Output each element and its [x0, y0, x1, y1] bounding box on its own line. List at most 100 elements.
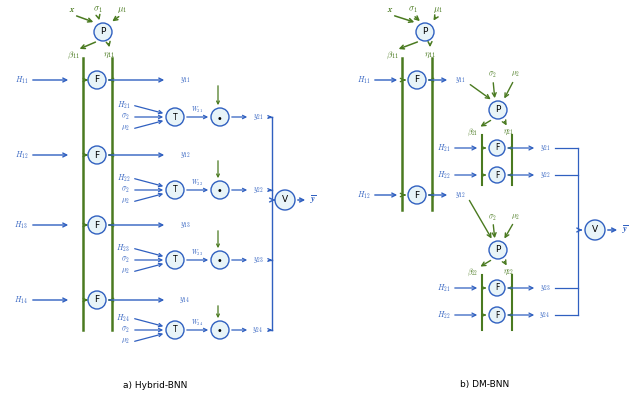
Text: F: F — [495, 310, 499, 320]
Text: $H_{21}$: $H_{21}$ — [436, 282, 450, 294]
Text: $\boldsymbol{y_{22}}$: $\boldsymbol{y_{22}}$ — [540, 170, 550, 180]
Circle shape — [211, 251, 229, 269]
Text: b) DM-BNN: b) DM-BNN — [460, 381, 509, 390]
Text: $\boldsymbol{x}$: $\boldsymbol{x}$ — [68, 6, 76, 15]
Text: $\mu_2$: $\mu_2$ — [511, 70, 520, 80]
Text: $H_{21}$: $H_{21}$ — [436, 142, 450, 154]
Circle shape — [166, 251, 184, 269]
Text: T: T — [173, 326, 177, 335]
Text: $\beta_{21}$: $\beta_{21}$ — [467, 126, 479, 138]
Text: $H_{22}$: $H_{22}$ — [436, 309, 450, 321]
Text: $\bullet$: $\bullet$ — [218, 326, 223, 335]
Circle shape — [88, 291, 106, 309]
Text: $\boldsymbol{y_{24}}$: $\boldsymbol{y_{24}}$ — [540, 310, 550, 320]
Circle shape — [88, 146, 106, 164]
Text: $\sigma_2$: $\sigma_2$ — [122, 325, 130, 335]
Circle shape — [489, 280, 505, 296]
Text: a) Hybrid-BNN: a) Hybrid-BNN — [123, 381, 187, 390]
Text: $\bullet$: $\bullet$ — [218, 112, 223, 122]
Circle shape — [211, 108, 229, 126]
Text: $\boldsymbol{y_{23}}$: $\boldsymbol{y_{23}}$ — [540, 283, 550, 293]
Text: $\boldsymbol{y_{21}}$: $\boldsymbol{y_{21}}$ — [253, 112, 263, 122]
Text: $\boldsymbol{y_{11}}$: $\boldsymbol{y_{11}}$ — [454, 75, 465, 85]
Circle shape — [416, 23, 434, 41]
Text: F: F — [495, 284, 499, 293]
Text: $\boldsymbol{y_{13}}$: $\boldsymbol{y_{13}}$ — [180, 220, 191, 230]
Text: $H_{14}$: $H_{14}$ — [14, 294, 28, 306]
Text: $\eta_{11}$: $\eta_{11}$ — [103, 50, 115, 60]
Text: F: F — [415, 190, 420, 200]
Text: F: F — [95, 76, 100, 84]
Text: $\boldsymbol{y_{22}}$: $\boldsymbol{y_{22}}$ — [253, 185, 264, 195]
Circle shape — [166, 181, 184, 199]
Circle shape — [489, 167, 505, 183]
Text: $\beta_{11}$: $\beta_{11}$ — [385, 50, 399, 61]
Text: $\mu_1$: $\mu_1$ — [117, 5, 127, 15]
Text: $\sigma_1$: $\sigma_1$ — [93, 5, 103, 15]
Text: $H_{21}$: $H_{21}$ — [116, 99, 130, 110]
Text: $\mu_2$: $\mu_2$ — [121, 337, 130, 347]
Text: T: T — [173, 112, 177, 122]
Text: $\boldsymbol{y_{24}}$: $\boldsymbol{y_{24}}$ — [253, 325, 264, 335]
Text: $W_{21}$: $W_{21}$ — [191, 105, 203, 115]
Circle shape — [489, 307, 505, 323]
Text: $\bullet$: $\bullet$ — [218, 185, 223, 194]
Text: P: P — [495, 105, 500, 114]
Text: T: T — [173, 185, 177, 194]
Text: $\overline{\boldsymbol{y}}$: $\overline{\boldsymbol{y}}$ — [621, 224, 628, 236]
Text: P: P — [495, 246, 500, 255]
Text: F: F — [495, 171, 499, 179]
Circle shape — [88, 71, 106, 89]
Circle shape — [166, 108, 184, 126]
Text: $H_{24}$: $H_{24}$ — [116, 312, 130, 324]
Text: V: V — [282, 196, 288, 204]
Text: $\sigma_2$: $\sigma_2$ — [488, 70, 497, 80]
Text: $\boldsymbol{x}$: $\boldsymbol{x}$ — [387, 6, 394, 15]
Text: $\beta_{22}$: $\beta_{22}$ — [467, 267, 479, 278]
Text: $\boldsymbol{y_{12}}$: $\boldsymbol{y_{12}}$ — [454, 190, 465, 200]
Text: $\sigma_1$: $\sigma_1$ — [408, 5, 418, 15]
Text: P: P — [422, 27, 428, 36]
Text: V: V — [592, 225, 598, 234]
Text: $H_{12}$: $H_{12}$ — [356, 189, 370, 201]
Text: $H_{11}$: $H_{11}$ — [356, 74, 370, 86]
Circle shape — [166, 321, 184, 339]
Text: $\overline{\boldsymbol{y}}$: $\overline{\boldsymbol{y}}$ — [310, 194, 316, 206]
Text: $\boldsymbol{y_{11}}$: $\boldsymbol{y_{11}}$ — [180, 75, 190, 85]
Text: F: F — [415, 76, 420, 84]
Circle shape — [211, 321, 229, 339]
Circle shape — [489, 241, 507, 259]
Text: F: F — [495, 143, 499, 152]
Text: $H_{23}$: $H_{23}$ — [116, 242, 130, 254]
Circle shape — [94, 23, 112, 41]
Circle shape — [408, 186, 426, 204]
Text: $\mu_1$: $\mu_1$ — [433, 5, 443, 15]
Text: $\sigma_2$: $\sigma_2$ — [122, 185, 130, 195]
Text: $\sigma_2$: $\sigma_2$ — [122, 112, 130, 122]
Text: $H_{12}$: $H_{12}$ — [15, 149, 28, 161]
Circle shape — [275, 190, 295, 210]
Text: $W_{23}$: $W_{23}$ — [191, 248, 203, 258]
Text: $H_{22}$: $H_{22}$ — [436, 169, 450, 181]
Text: $\eta_{21}$: $\eta_{21}$ — [502, 128, 513, 137]
Text: $\boldsymbol{y_{23}}$: $\boldsymbol{y_{23}}$ — [253, 255, 264, 265]
Text: $\bullet$: $\bullet$ — [218, 255, 223, 265]
Text: $\sigma_2$: $\sigma_2$ — [488, 213, 497, 223]
Circle shape — [585, 220, 605, 240]
Circle shape — [211, 181, 229, 199]
Text: F: F — [95, 221, 100, 230]
Text: P: P — [100, 27, 106, 36]
Text: $\eta_{22}$: $\eta_{22}$ — [502, 267, 513, 277]
Text: $H_{13}$: $H_{13}$ — [15, 219, 28, 230]
Circle shape — [408, 71, 426, 89]
Text: $\mu_2$: $\mu_2$ — [121, 267, 130, 277]
Text: $\sigma_2$: $\sigma_2$ — [122, 255, 130, 265]
Circle shape — [489, 140, 505, 156]
Text: $\boldsymbol{y_{14}}$: $\boldsymbol{y_{14}}$ — [179, 295, 191, 305]
Text: $H_{11}$: $H_{11}$ — [15, 74, 28, 86]
Text: $\beta_{11}$: $\beta_{11}$ — [67, 50, 79, 61]
Text: T: T — [173, 255, 177, 265]
Text: $\eta_{11}$: $\eta_{11}$ — [424, 50, 436, 60]
Text: $\boldsymbol{y_{21}}$: $\boldsymbol{y_{21}}$ — [540, 143, 550, 153]
Circle shape — [88, 216, 106, 234]
